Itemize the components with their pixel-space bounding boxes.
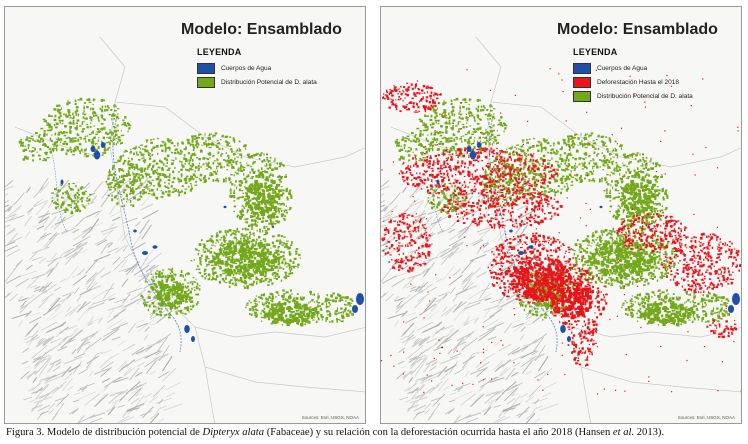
map-title: Modelo: Ensamblado [557, 21, 718, 38]
map-canvas-right [381, 36, 741, 423]
legend: LEYENDA Cuerpos de Agua Distribución Pot… [197, 47, 317, 90]
caption-text: (Fabaceae) y su relación con la deforest… [264, 427, 613, 438]
caption-text: Figura 3. Modelo de distribución potenci… [6, 427, 203, 438]
legend-swatch-distribution [197, 76, 215, 88]
map-title: Modelo: Ensamblado [181, 21, 342, 38]
legend-label: Distribución Potencial de D. alata [597, 92, 693, 100]
legend-label: Cuerpos de Agua [221, 64, 272, 72]
boundary-lines [14, 36, 365, 423]
legend-label: Deforestación Hasta el 2018 [597, 78, 680, 86]
legend-heading: LEYENDA [573, 47, 618, 57]
legend-label: Distribución Potencial de D. alata [221, 78, 317, 86]
legend-label: Cuerpos de Agua [597, 64, 648, 72]
legend-item-water: Cuerpos de Agua [197, 62, 317, 74]
legend-swatch-water [573, 62, 591, 74]
map-panel-right: Modelo: Ensamblado LEYENDA Cuerpos de Ag… [380, 6, 742, 424]
caption-species: Dipteryx alata [202, 427, 265, 438]
legend-item-water: Cuerpos de Agua [573, 62, 693, 74]
andes-relief [381, 177, 559, 423]
legend-swatch-deforestation [573, 76, 591, 88]
water-bodies [60, 142, 364, 342]
river-lines [425, 116, 558, 353]
water-bodies [436, 142, 740, 342]
map-sources: Sources: Esri, USGS, NOAA [301, 415, 359, 420]
legend-item-deforestation: Deforestación Hasta el 2018 [573, 76, 693, 88]
legend-swatch-distribution [573, 90, 591, 102]
legend-item-distribution: Distribución Potencial de D. alata [197, 76, 317, 88]
map-sources: Sources: Esri, USGS, NOAA [677, 415, 735, 420]
map-canvas-left [5, 36, 365, 423]
caption-etal: et al. [612, 427, 635, 438]
map-panel-left: Modelo: Ensamblado LEYENDA Cuerpos de Ag… [4, 6, 366, 424]
legend: LEYENDA Cuerpos de Agua Deforestación Ha… [573, 47, 693, 104]
distribution-area [18, 97, 358, 327]
deforestation-area [381, 68, 741, 395]
legend-heading: LEYENDA [197, 47, 242, 57]
andes-relief [5, 177, 183, 423]
legend-swatch-water [197, 62, 215, 74]
caption-text: 2013). [634, 427, 665, 438]
figure-caption: Figura 3. Modelo de distribución potenci… [6, 427, 746, 438]
river-lines [49, 116, 182, 353]
legend-item-distribution: Distribución Potencial de D. alata [573, 90, 693, 102]
